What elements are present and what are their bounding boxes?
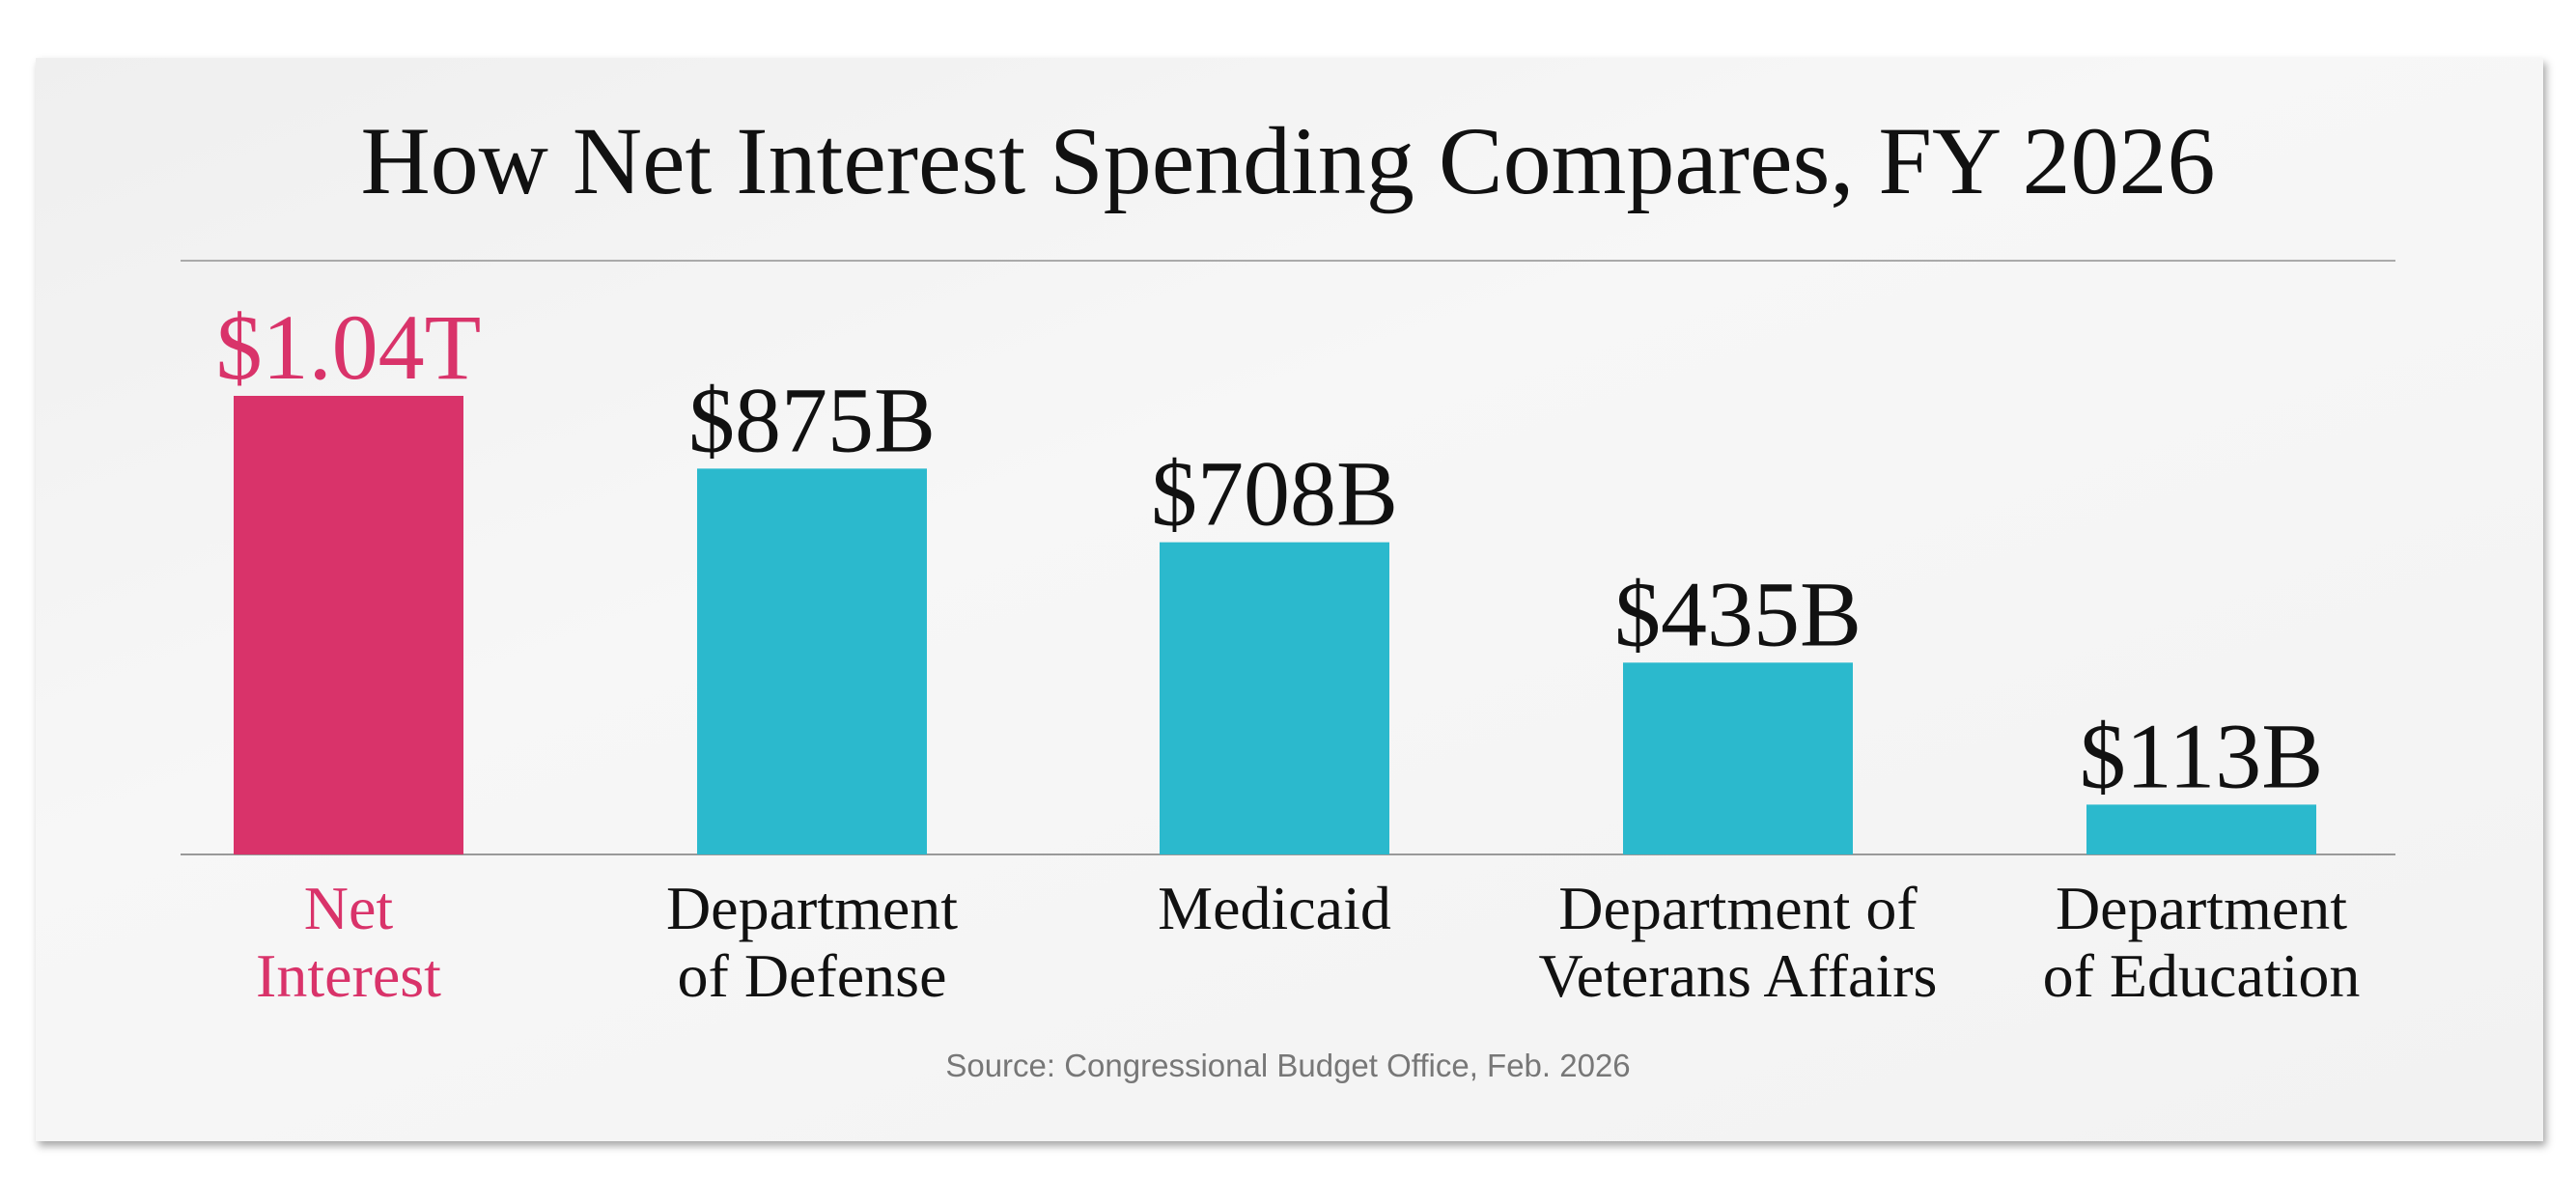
value-label: $708B	[1151, 442, 1398, 546]
bar	[2086, 804, 2316, 854]
bar	[697, 468, 927, 854]
bar	[234, 396, 463, 854]
bar	[1160, 542, 1389, 854]
source-note: Source: Congressional Budget Office, Feb…	[945, 1048, 1630, 1083]
chart-title: How Net Interest Spending Compares, FY 2…	[360, 107, 2215, 214]
category-label: Medicaid	[1158, 874, 1391, 942]
value-label: $1.04T	[216, 295, 482, 399]
category-label: Department of Defense	[665, 874, 959, 1010]
value-label: $435B	[1614, 562, 1862, 665]
category-label: Department of Education	[2042, 874, 2361, 1010]
category-label: Department of Veterans Affairs	[1538, 874, 1938, 1010]
value-label: $113B	[2080, 704, 2323, 807]
category-label: Net Interest	[256, 874, 441, 1010]
bar	[1623, 662, 1853, 854]
value-label: $875B	[688, 368, 936, 471]
